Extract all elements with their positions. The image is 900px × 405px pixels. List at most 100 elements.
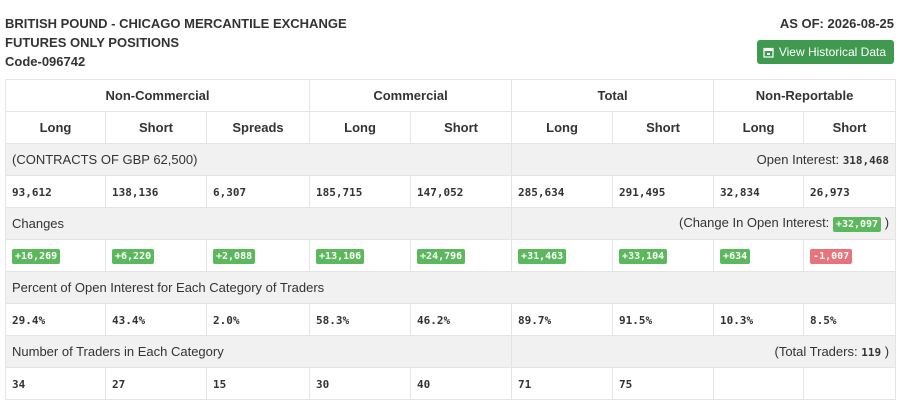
value-cell: 29.4% bbox=[5, 303, 106, 336]
summary-label: (Change In Open Interest: bbox=[678, 215, 830, 230]
value: 58.3% bbox=[316, 314, 350, 327]
column-header: Long bbox=[5, 111, 106, 144]
change-badge: +634 bbox=[720, 249, 751, 264]
change-badge: +6,220 bbox=[112, 249, 155, 264]
section-label: Percent of Open Interest for Each Catego… bbox=[4, 271, 897, 304]
value: 29.4% bbox=[12, 314, 46, 327]
value: 26,973 bbox=[810, 186, 850, 199]
change-badge: +16,269 bbox=[12, 249, 61, 264]
value-cell: 285,634 bbox=[511, 175, 614, 208]
value: 34 bbox=[12, 378, 26, 391]
value: 89.7% bbox=[518, 314, 552, 327]
column-header: Long bbox=[713, 111, 805, 144]
value-cell: 291,495 bbox=[612, 175, 715, 208]
table-row: Long Short Spreads Long Short Long Short Long Sh… bbox=[5, 111, 897, 144]
table-row: Changes (Change In Open Interest: +32,097… bbox=[4, 207, 897, 240]
value-cell: 15 bbox=[205, 367, 311, 400]
value-cell: +13,106 bbox=[309, 239, 412, 272]
table-row: 34 27 15 30 40 71 75 bbox=[5, 367, 897, 400]
subtitle: FUTURES ONLY POSITIONS bbox=[5, 35, 180, 50]
section-label: Changes bbox=[4, 207, 513, 240]
value-cell: 91.5% bbox=[612, 303, 715, 336]
value: 291,495 bbox=[619, 186, 666, 199]
table-row: 93,612 138,136 6,307 185,715 147,052 285,634 2… bbox=[5, 175, 897, 208]
value: 138,136 bbox=[112, 186, 159, 199]
value: 91.5% bbox=[619, 314, 653, 327]
change-badge: -1,007 bbox=[810, 249, 853, 264]
value-cell bbox=[803, 367, 897, 400]
group-header: Commercial bbox=[309, 79, 513, 112]
value-cell: 185,715 bbox=[309, 175, 412, 208]
value-cell: 26,973 bbox=[803, 175, 897, 208]
value-cell: 46.2% bbox=[410, 303, 513, 336]
summary-value: 119 bbox=[861, 346, 882, 359]
column-header: Short bbox=[105, 111, 207, 144]
value-cell: 8.5% bbox=[803, 303, 897, 336]
value-cell: 138,136 bbox=[105, 175, 207, 208]
value-cell: +24,796 bbox=[410, 239, 513, 272]
value-cell: 58.3% bbox=[309, 303, 412, 336]
value-cell: +2,088 bbox=[205, 239, 311, 272]
table-row: Number of Traders in Each Category (Total… bbox=[4, 335, 897, 368]
column-header: Spreads bbox=[205, 111, 311, 144]
section-label: Number of Traders in Each Category bbox=[4, 335, 513, 368]
value-cell: 10.3% bbox=[713, 303, 805, 336]
value: 46.2% bbox=[417, 314, 451, 327]
change-badge: +13,106 bbox=[316, 249, 365, 264]
header: BRITISH POUND - CHICAGO MERCANTILE EXCHA… bbox=[0, 0, 900, 79]
section-label: (CONTRACTS OF GBP 62,500) bbox=[4, 143, 513, 176]
value-cell: 6,307 bbox=[205, 175, 311, 208]
column-header: Long bbox=[511, 111, 614, 144]
value-cell: +16,269 bbox=[5, 239, 106, 272]
value: 2.0% bbox=[213, 314, 240, 327]
summary-label: Open Interest: bbox=[756, 152, 840, 167]
value-cell: +634 bbox=[713, 239, 805, 272]
change-badge: +24,796 bbox=[417, 249, 466, 264]
group-header: Non-Commercial bbox=[4, 79, 311, 112]
value: 15 bbox=[213, 378, 227, 391]
value-cell: 27 bbox=[105, 367, 207, 400]
value-cell: 43.4% bbox=[105, 303, 207, 336]
value: 40 bbox=[417, 378, 431, 391]
value-cell: 34 bbox=[5, 367, 106, 400]
value-cell: 89.7% bbox=[511, 303, 614, 336]
value-cell: 32,834 bbox=[713, 175, 805, 208]
value: 285,634 bbox=[518, 186, 565, 199]
column-header: Long bbox=[309, 111, 412, 144]
value: 10.3% bbox=[720, 314, 754, 327]
value-cell: 30 bbox=[309, 367, 412, 400]
change-badge: +31,463 bbox=[518, 249, 567, 264]
value: 27 bbox=[112, 378, 126, 391]
column-header: Short bbox=[410, 111, 513, 144]
as-of: AS OF: 2026-08-25 bbox=[779, 16, 894, 31]
summary-value: +32,097 bbox=[832, 217, 882, 232]
value-cell: +33,104 bbox=[612, 239, 715, 272]
change-badge: +2,088 bbox=[213, 249, 256, 264]
value-cell: +31,463 bbox=[511, 239, 614, 272]
group-header: Non-Reportable bbox=[713, 79, 897, 112]
value-cell bbox=[713, 367, 805, 400]
column-header: Short bbox=[803, 111, 897, 144]
value-cell: 71 bbox=[511, 367, 614, 400]
value: 75 bbox=[619, 378, 633, 391]
title: BRITISH POUND - CHICAGO MERCANTILE EXCHA… bbox=[5, 16, 347, 31]
table-row: (CONTRACTS OF GBP 62,500) Open Interest: … bbox=[4, 143, 897, 176]
table-row: Non-Commercial Commercial Total Non-Reporta… bbox=[4, 79, 897, 112]
value: 147,052 bbox=[417, 186, 464, 199]
column-header: Short bbox=[612, 111, 715, 144]
group-header: Total bbox=[511, 79, 715, 112]
table-row: +16,269 +6,220 +2,088 +13,106 +24,796 +31,463… bbox=[5, 239, 897, 272]
value: 6,307 bbox=[213, 186, 247, 199]
summary-close: ) bbox=[884, 344, 890, 359]
calendar-icon bbox=[763, 47, 774, 58]
cot-table: Non-Commercial Commercial Total Non-Reporta… bbox=[4, 79, 897, 400]
value-cell: 75 bbox=[612, 367, 715, 400]
value-cell: +6,220 bbox=[105, 239, 207, 272]
value: 71 bbox=[518, 378, 532, 391]
summary-close: ) bbox=[884, 215, 890, 230]
section-summary: Open Interest: 318,468 bbox=[511, 143, 897, 176]
value: 93,612 bbox=[12, 186, 52, 199]
value: 43.4% bbox=[112, 314, 146, 327]
history-button[interactable]: View Historical Data bbox=[756, 40, 894, 64]
